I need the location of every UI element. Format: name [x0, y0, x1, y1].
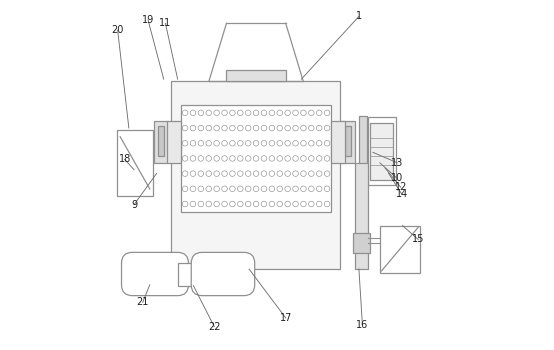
- FancyBboxPatch shape: [191, 252, 255, 296]
- Text: 12: 12: [394, 182, 407, 192]
- Bar: [331, 121, 345, 163]
- Bar: [345, 126, 351, 156]
- Text: 11: 11: [160, 18, 172, 28]
- Text: 15: 15: [412, 234, 424, 245]
- Text: 16: 16: [356, 320, 368, 330]
- Bar: [181, 105, 331, 212]
- Text: 10: 10: [391, 174, 403, 183]
- Bar: [359, 116, 367, 170]
- Bar: [227, 70, 286, 81]
- Bar: [356, 163, 368, 269]
- Bar: [158, 126, 164, 156]
- Bar: [353, 233, 371, 253]
- Bar: [171, 81, 340, 269]
- Text: 13: 13: [391, 158, 403, 168]
- Bar: [368, 118, 396, 186]
- Bar: [371, 123, 393, 180]
- Text: 19: 19: [142, 15, 154, 25]
- Text: 18: 18: [119, 154, 131, 164]
- Text: 9: 9: [131, 199, 137, 210]
- Text: 1: 1: [356, 12, 362, 21]
- Text: 20: 20: [111, 25, 124, 35]
- Text: 14: 14: [396, 189, 408, 199]
- Text: 22: 22: [208, 322, 220, 332]
- Bar: [380, 225, 420, 273]
- Bar: [178, 263, 202, 286]
- Bar: [117, 130, 153, 196]
- Bar: [167, 121, 181, 163]
- FancyBboxPatch shape: [121, 252, 188, 296]
- Bar: [341, 121, 355, 163]
- Text: 17: 17: [280, 313, 292, 323]
- Bar: [154, 121, 167, 163]
- Text: 21: 21: [137, 297, 149, 307]
